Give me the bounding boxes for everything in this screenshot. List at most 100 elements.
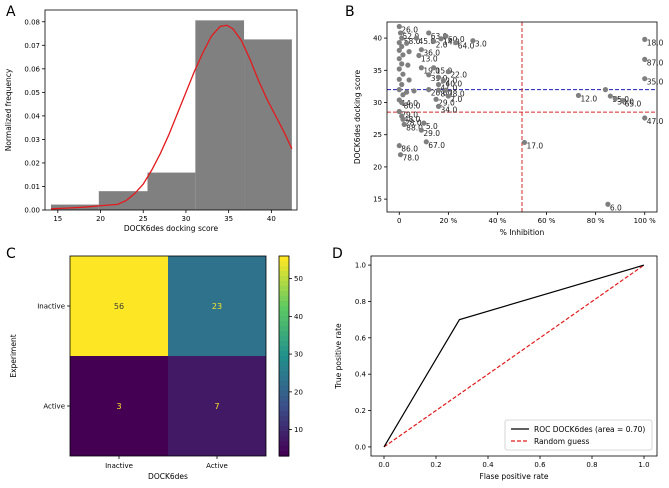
x-tick-label: 80 % — [587, 217, 605, 225]
scatter-point — [431, 38, 437, 44]
point-label: 36.0 — [423, 49, 440, 58]
scatter-point — [400, 71, 406, 77]
y-tick-label: 15 — [373, 196, 382, 204]
colorbar-segment — [279, 391, 289, 397]
scatter-point — [602, 87, 609, 93]
colorbar-segment — [279, 441, 289, 447]
point-label: 28.0 — [405, 118, 422, 127]
point-label: 5.0 — [426, 122, 438, 131]
colorbar-tick-label: 40 — [294, 313, 303, 321]
colorbar-segment — [279, 421, 289, 427]
y-tick-label: 0.08 — [24, 18, 40, 26]
scatter-point — [620, 97, 626, 104]
colorbar-segment — [279, 451, 289, 457]
scatter-point — [396, 47, 402, 53]
x-tick-label: 30 — [181, 215, 190, 223]
scatter-point — [418, 65, 424, 71]
scatter-point — [399, 99, 405, 106]
point-label: 12.0 — [580, 94, 597, 103]
y-axis-label: Normalized frequency — [4, 68, 13, 151]
point-label: 6.0 — [610, 203, 622, 212]
point-label: 48.0 — [404, 115, 421, 124]
scatter-point — [575, 92, 582, 99]
scatter-point — [404, 89, 410, 95]
x-tick-label: 40 — [267, 215, 276, 223]
y-category-label: Inactive — [37, 303, 65, 311]
scatter-point — [440, 78, 447, 84]
scatter-point — [435, 81, 442, 88]
scatter-point — [418, 47, 424, 53]
point-label: 40.0 — [445, 80, 462, 89]
x-tick-label: 60 % — [538, 217, 556, 225]
point-label: 15.0 — [436, 67, 453, 76]
point-label: 60.0 — [448, 35, 465, 44]
point-label: 19.0 — [423, 67, 440, 76]
y-tick-label: 0.4 — [355, 371, 367, 379]
scatter-point — [438, 36, 444, 42]
point-label: 34.0 — [441, 105, 458, 114]
y-tick-label: 0.0 — [355, 443, 366, 451]
point-label: 67.0 — [428, 141, 445, 150]
panel-label-d: D — [332, 246, 343, 262]
matrix-cell — [70, 356, 168, 456]
roc-axes-frame — [370, 255, 658, 457]
colorbar-segment — [279, 396, 289, 402]
panel-label-b: B — [345, 4, 355, 20]
point-label: 52.0 — [403, 32, 420, 41]
scatter-point — [400, 52, 406, 58]
scatter-point — [400, 92, 406, 98]
histogram-bar — [195, 20, 245, 211]
colorbar-segment — [279, 261, 289, 267]
colorbar-segment — [279, 256, 289, 262]
histogram-bar — [98, 191, 148, 210]
scatter-point — [399, 35, 405, 41]
colorbar-segment — [279, 381, 289, 387]
colorbar-segment — [279, 266, 289, 272]
legend-label: Random guess — [534, 437, 589, 446]
y-tick-label: 0.02 — [24, 159, 40, 167]
scatter-point — [642, 115, 648, 121]
colorbar-segment — [279, 316, 289, 322]
scatter-point — [470, 38, 476, 44]
panel-label-a: A — [6, 4, 16, 20]
colorbar-segment — [279, 311, 289, 317]
scatter-point — [521, 139, 528, 146]
roc-panel: 0.0 0.2 0.4 0.6 0.8 1.0 0.0 0.2 0.4 0.6 0.8 1.0 Flas… — [334, 255, 658, 481]
colorbar-tick-label: 30 — [294, 351, 303, 359]
colorbar-segment — [279, 281, 289, 287]
y-tick-label: 0.00 — [24, 207, 40, 215]
scatter-point — [396, 87, 402, 93]
colorbar-segment — [279, 406, 289, 412]
roc-curve — [383, 264, 645, 448]
scatter-point — [399, 81, 405, 88]
scatter-point — [433, 96, 439, 102]
scatter-point — [396, 66, 402, 72]
colorbar-segment — [279, 351, 289, 357]
scatter-point — [396, 108, 402, 115]
x-tick-label: 1.0 — [638, 461, 649, 469]
colorbar-segment — [279, 356, 289, 362]
scatter-point — [443, 33, 449, 39]
y-tick-label: 1.0 — [355, 262, 366, 270]
histogram-axes-frame — [44, 9, 298, 211]
scatter-point — [443, 87, 449, 93]
y-tick-label: 35 — [373, 67, 382, 75]
point-label: 80.0 — [404, 102, 421, 111]
scatter-point — [445, 93, 451, 99]
matrix-axes-frame — [69, 255, 267, 457]
colorbar-segment — [279, 366, 289, 372]
point-label: 29.0 — [438, 98, 455, 107]
scatter-point — [416, 52, 422, 59]
scatter-point — [605, 201, 611, 207]
point-label: 47.0 — [647, 117, 664, 126]
y-tick-label: 0.03 — [24, 136, 40, 144]
scatter-point — [426, 30, 432, 36]
scatter-point — [426, 87, 432, 93]
cell-value: 56 — [114, 302, 124, 311]
point-label: 2.0 — [436, 40, 448, 49]
confusion-matrix-panel: 56 23 3 7 Inactive Active Inactive Active DOCK6d… — [9, 255, 303, 481]
colorbar-segment — [279, 336, 289, 342]
point-label: 87.0 — [647, 58, 664, 67]
y-tick-label: 0.06 — [24, 65, 40, 73]
